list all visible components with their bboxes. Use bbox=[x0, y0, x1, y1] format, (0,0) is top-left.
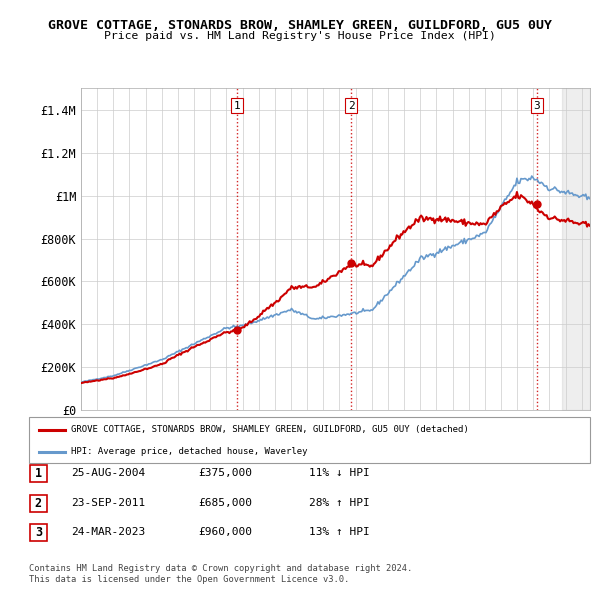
Text: 23-SEP-2011: 23-SEP-2011 bbox=[71, 498, 145, 507]
Text: GROVE COTTAGE, STONARDS BROW, SHAMLEY GREEN, GUILDFORD, GU5 0UY: GROVE COTTAGE, STONARDS BROW, SHAMLEY GR… bbox=[48, 19, 552, 32]
Text: 13% ↑ HPI: 13% ↑ HPI bbox=[309, 527, 370, 537]
Text: HPI: Average price, detached house, Waverley: HPI: Average price, detached house, Wave… bbox=[71, 447, 307, 456]
FancyBboxPatch shape bbox=[30, 495, 47, 512]
Text: £685,000: £685,000 bbox=[198, 498, 252, 507]
Text: 24-MAR-2023: 24-MAR-2023 bbox=[71, 527, 145, 537]
Text: £375,000: £375,000 bbox=[198, 468, 252, 478]
Text: GROVE COTTAGE, STONARDS BROW, SHAMLEY GREEN, GUILDFORD, GU5 0UY (detached): GROVE COTTAGE, STONARDS BROW, SHAMLEY GR… bbox=[71, 425, 469, 434]
Text: Contains HM Land Registry data © Crown copyright and database right 2024.: Contains HM Land Registry data © Crown c… bbox=[29, 565, 412, 573]
Text: 11% ↓ HPI: 11% ↓ HPI bbox=[309, 468, 370, 478]
Text: This data is licensed under the Open Government Licence v3.0.: This data is licensed under the Open Gov… bbox=[29, 575, 349, 584]
Text: 2: 2 bbox=[35, 497, 42, 510]
Text: Price paid vs. HM Land Registry's House Price Index (HPI): Price paid vs. HM Land Registry's House … bbox=[104, 31, 496, 41]
Text: 1: 1 bbox=[233, 101, 240, 111]
Text: 3: 3 bbox=[533, 101, 541, 111]
FancyBboxPatch shape bbox=[30, 525, 47, 541]
Text: 28% ↑ HPI: 28% ↑ HPI bbox=[309, 498, 370, 507]
Text: 25-AUG-2004: 25-AUG-2004 bbox=[71, 468, 145, 478]
FancyBboxPatch shape bbox=[30, 466, 47, 482]
Text: 1: 1 bbox=[35, 467, 42, 480]
Text: £960,000: £960,000 bbox=[198, 527, 252, 537]
Text: 2: 2 bbox=[348, 101, 355, 111]
FancyBboxPatch shape bbox=[29, 417, 590, 463]
Text: 3: 3 bbox=[35, 526, 42, 539]
